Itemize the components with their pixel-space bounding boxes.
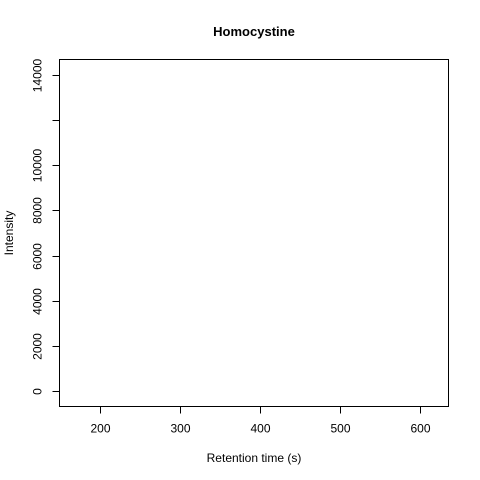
y-axis-label: Intensity — [2, 211, 16, 256]
x-tick-label: 200 — [90, 422, 110, 436]
x-tick-label: 400 — [250, 422, 270, 436]
y-tick-label: 14000 — [31, 58, 45, 92]
chart-title: Homocystine — [213, 24, 295, 39]
x-axis-label: Retention time (s) — [207, 451, 302, 465]
plot-area-frame — [59, 59, 449, 407]
x-axis: 200 300 400 500 600 — [90, 406, 431, 436]
y-tick-label: 8000 — [31, 197, 45, 224]
y-tick-label: 0 — [31, 388, 45, 395]
y-tick-label: 4000 — [31, 288, 45, 315]
y-tick-label: 2000 — [31, 333, 45, 360]
x-tick-label: 300 — [170, 422, 190, 436]
x-tick-label: 500 — [330, 422, 350, 436]
x-tick-label: 600 — [410, 422, 430, 436]
y-axis: 0 2000 4000 6000 8000 10000 14000 — [31, 58, 60, 395]
y-tick-label: 6000 — [31, 243, 45, 270]
y-tick-label: 10000 — [31, 148, 45, 182]
